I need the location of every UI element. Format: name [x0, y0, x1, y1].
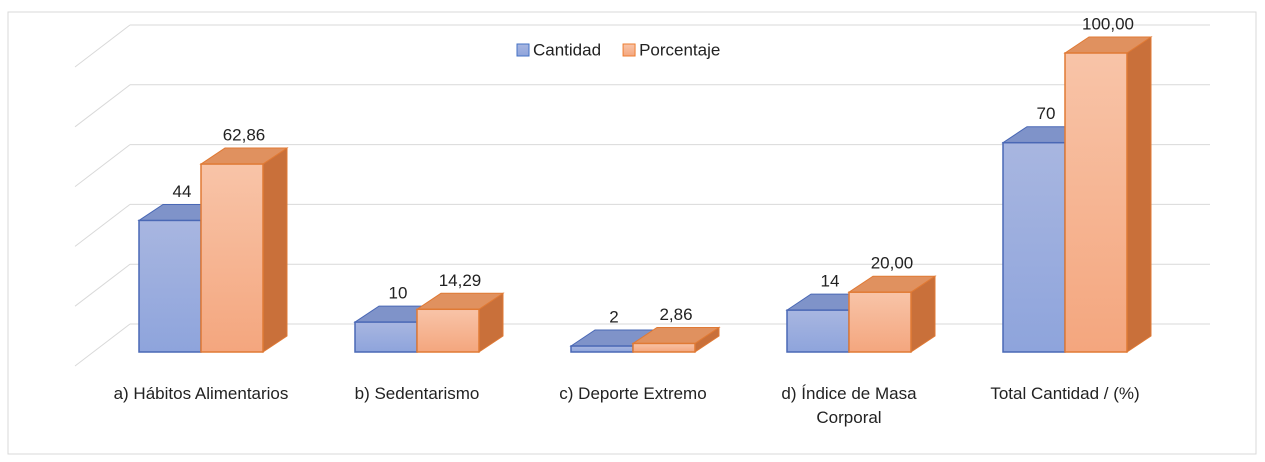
data-label: 70 [1037, 104, 1056, 123]
data-label: 20,00 [871, 254, 914, 273]
bar-side [1126, 36, 1152, 353]
bar [848, 291, 912, 353]
legend-label: Cantidad [533, 40, 601, 59]
grid-line-side [74, 263, 131, 307]
bar [570, 345, 634, 353]
data-label: 10 [389, 284, 408, 303]
bar-side [262, 147, 288, 353]
bar [200, 163, 264, 353]
grid-line-side [74, 84, 131, 128]
grid-line-side [74, 204, 131, 247]
bar [1064, 52, 1128, 353]
bar [786, 309, 850, 353]
x-tick-label: a) Hábitos Alimentarios [113, 384, 289, 403]
grid-line-side [74, 24, 131, 68]
x-tick-label: d) Índice de Masa Corporal [781, 384, 917, 427]
data-label: 14,29 [439, 271, 482, 290]
legend-swatch [516, 43, 530, 57]
data-label: 100,00 [1082, 14, 1134, 33]
x-tick-label: b) Sedentarismo [354, 384, 480, 403]
data-label: 44 [173, 182, 192, 201]
data-label: 14 [821, 272, 840, 291]
bar [1002, 141, 1066, 353]
data-label: 2,86 [659, 305, 692, 324]
bar [416, 308, 480, 353]
x-tick-label: c) Deporte Extremo [559, 384, 707, 403]
bar [354, 321, 418, 353]
grid-line-side [74, 144, 131, 187]
data-label: 2 [609, 308, 618, 327]
bar [632, 342, 696, 353]
x-tick-label: Total Cantidad / (%) [990, 384, 1140, 403]
grid-line-side [74, 323, 131, 367]
legend-swatch [622, 43, 636, 57]
bar [138, 219, 202, 353]
legend-label: Porcentaje [639, 40, 720, 59]
data-label: 62,86 [223, 126, 266, 145]
